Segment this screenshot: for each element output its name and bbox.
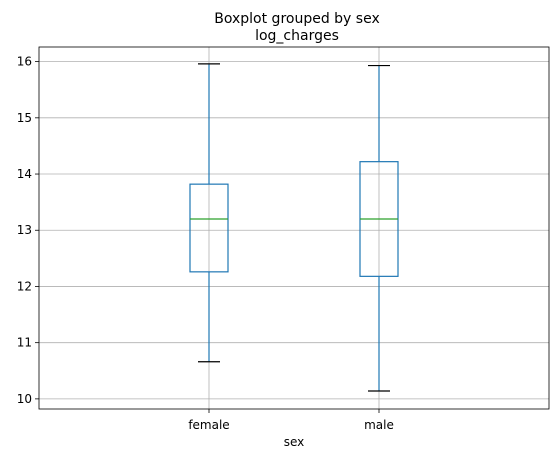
box-male [359,64,399,392]
y-tick-label: 16 [17,55,32,69]
y-tick-label: 13 [17,223,32,237]
y-tick-label: 11 [17,336,32,350]
tick-layer: 10 11 12 13 14 15 16 female male [17,55,394,432]
grid-layer [39,47,549,409]
x-tick-label: female [188,418,229,432]
chart-subtitle: log_charges [255,28,339,44]
x-tick-label: male [364,418,394,432]
y-tick-label: 14 [17,167,32,181]
y-tick-label: 12 [17,279,32,293]
y-tick-label: 15 [17,111,32,125]
plot-frame [38,46,550,410]
box-female [189,63,229,363]
box-layer [189,63,399,392]
x-axis-label: sex [284,435,305,449]
y-tick-label: 10 [17,392,32,406]
chart-title: Boxplot grouped by sex [214,11,379,27]
iqr-box [189,183,229,273]
